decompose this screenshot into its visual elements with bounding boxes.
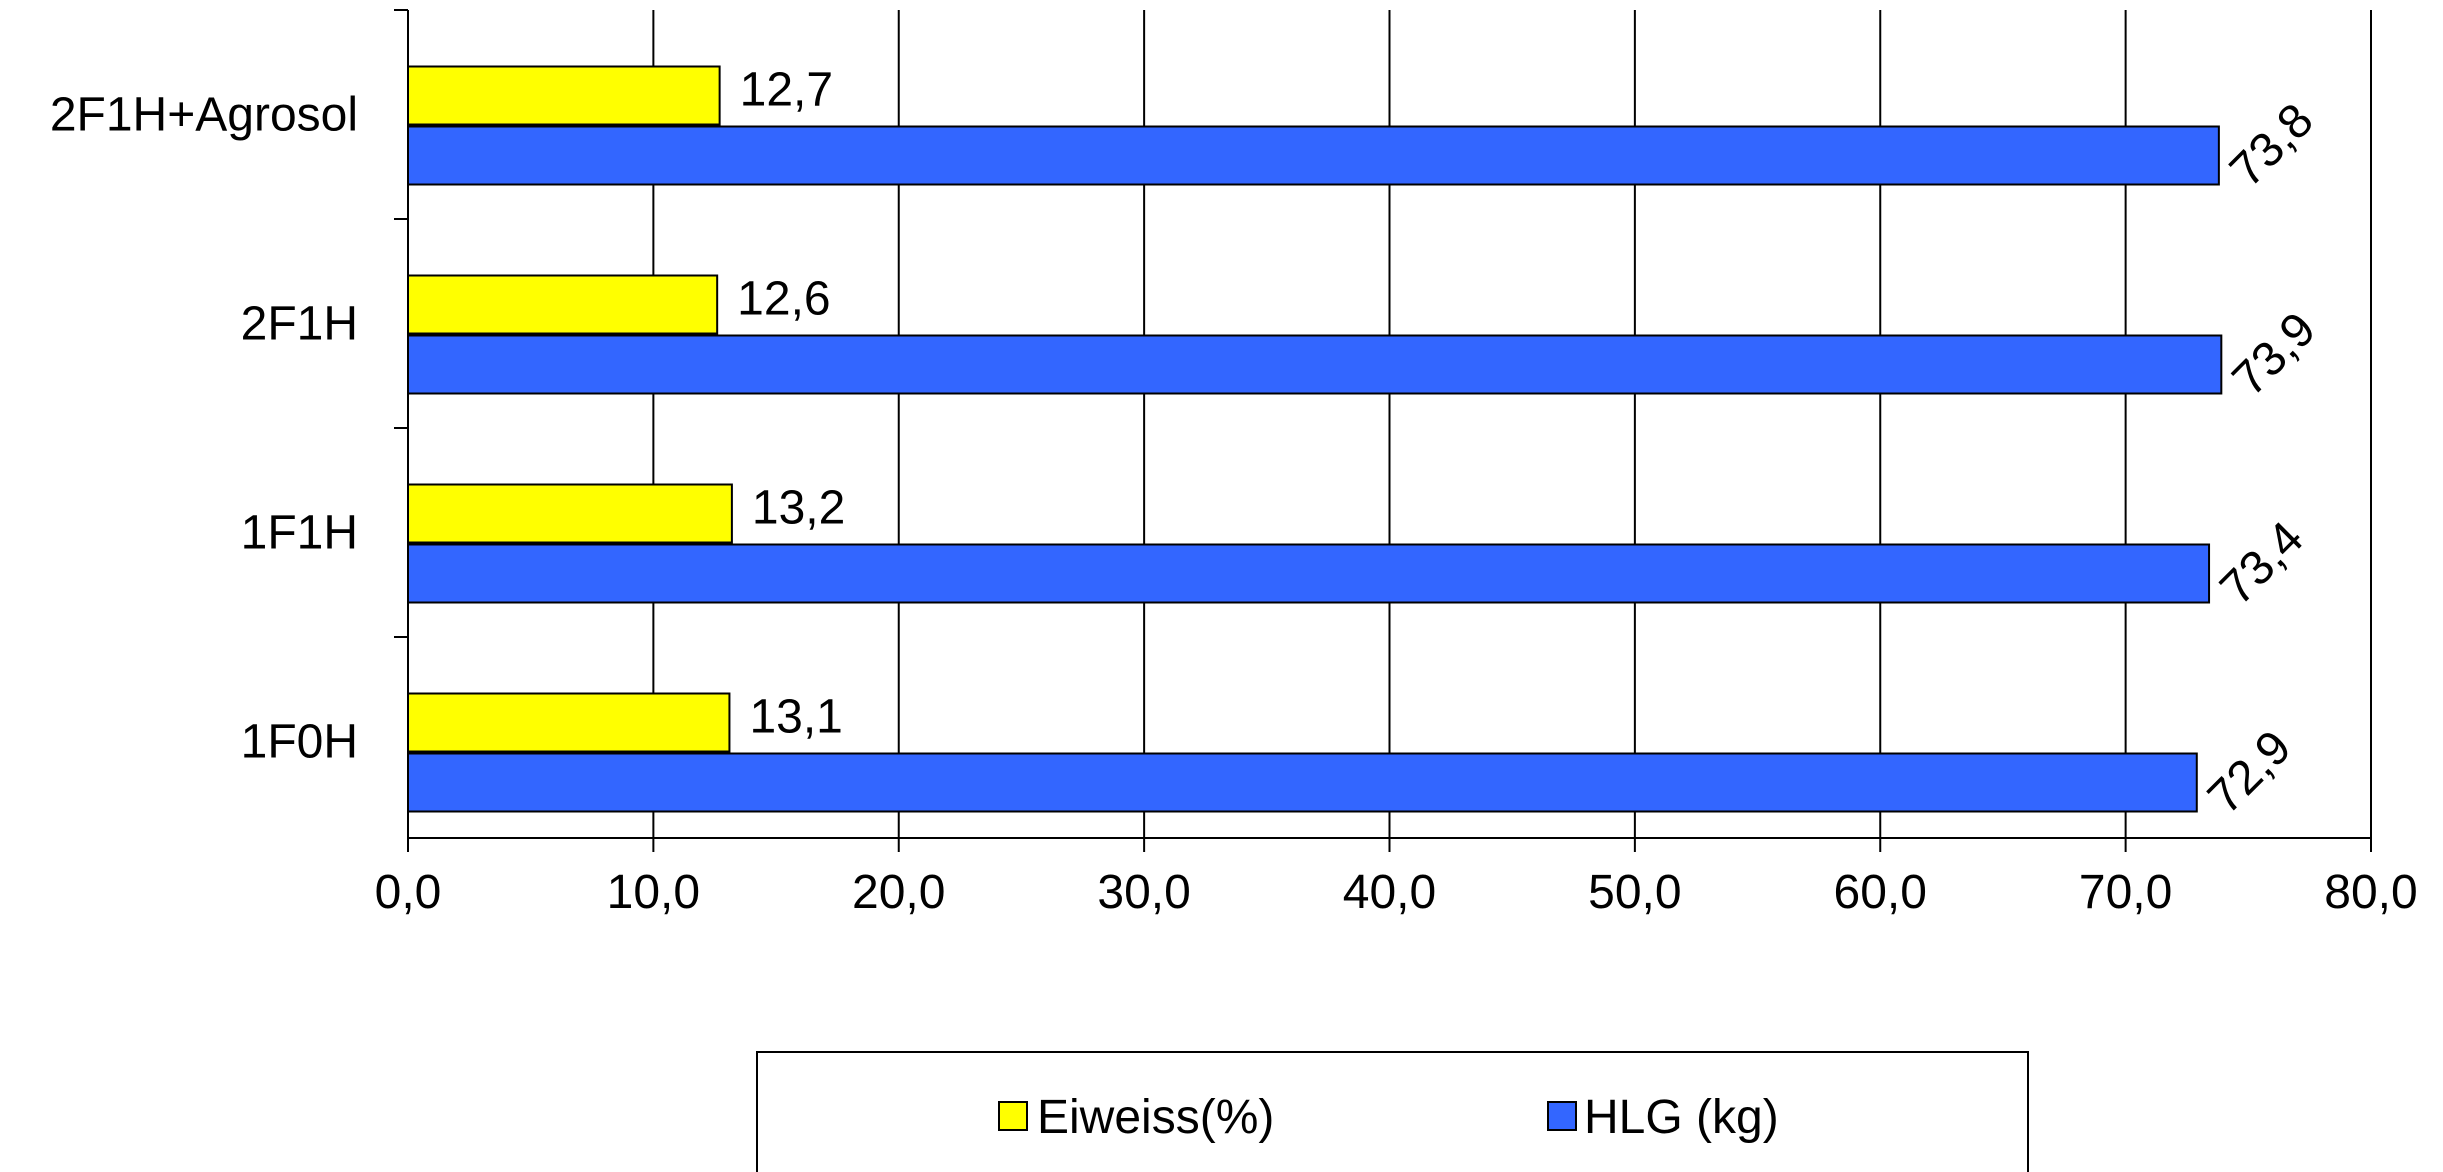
x-tick-label: 20,0 [852, 866, 945, 919]
x-tick-label: 50,0 [1588, 866, 1681, 919]
bars [407, 65, 2223, 813]
data-label-eiweiss: 13,1 [749, 691, 842, 744]
legend-swatch [998, 1101, 1028, 1131]
legend-label: HLG (kg) [1584, 1091, 1779, 1144]
data-label-eiweiss: 12,6 [737, 273, 830, 326]
bar-hlg [407, 543, 2211, 604]
x-tick-label: 10,0 [607, 866, 700, 919]
legend-swatch [1547, 1101, 1577, 1131]
x-tick-label: 30,0 [1097, 866, 1190, 919]
bar-eiweiss [407, 65, 721, 126]
data-label-hlg: 73,9 [2223, 303, 2327, 407]
legend-box [756, 1051, 2029, 1172]
data-label-hlg: 73,8 [2220, 94, 2324, 198]
data-label-hlg: 72,9 [2198, 721, 2302, 825]
legend-label: Eiweiss(%) [1037, 1091, 1274, 1144]
x-tick-label: 0,0 [375, 866, 442, 919]
x-tick-label: 60,0 [1834, 866, 1927, 919]
data-label-eiweiss: 13,2 [752, 482, 845, 535]
bar-eiweiss [407, 692, 731, 753]
bar-hlg [407, 125, 2220, 186]
category-label: 1F0H [241, 716, 358, 769]
data-label-eiweiss: 12,7 [740, 64, 833, 117]
data-label-hlg: 73,4 [2210, 512, 2314, 616]
bar-eiweiss [407, 483, 733, 544]
category-label: 2F1H [241, 298, 358, 351]
bar-hlg [407, 334, 2223, 395]
legend: Eiweiss(%) HLG (kg) [756, 1051, 2029, 1172]
category-label: 2F1H+Agrosol [50, 89, 358, 142]
axes [394, 9, 2372, 852]
x-tick-label: 70,0 [2079, 866, 2172, 919]
bar-hlg [407, 752, 2198, 813]
bar-eiweiss [407, 274, 719, 335]
x-tick-label: 80,0 [2324, 866, 2417, 919]
x-tick-label: 40,0 [1343, 866, 1436, 919]
category-label: 1F1H [241, 507, 358, 560]
